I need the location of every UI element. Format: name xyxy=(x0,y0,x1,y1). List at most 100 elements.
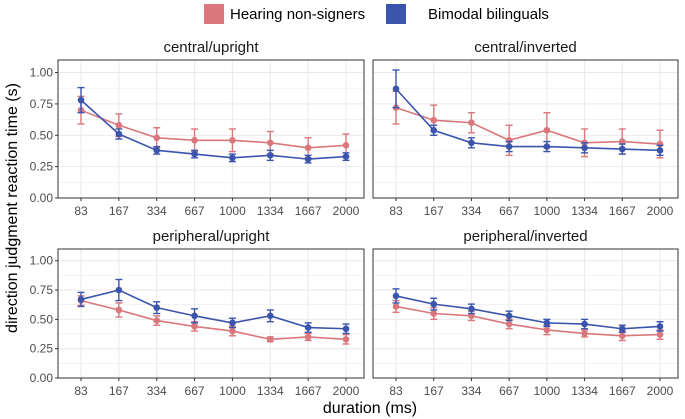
x-tick-label: 2000 xyxy=(333,384,360,398)
y-axis-title: direction judgment reaction time (s) xyxy=(4,83,21,333)
panels: central/upright 0.00 0.25 0.50 0.75 1.00 83 167… xyxy=(30,39,679,398)
data-point xyxy=(656,147,664,154)
data-point xyxy=(153,304,161,311)
x-tick-label: 667 xyxy=(185,384,205,398)
data-point xyxy=(191,312,198,320)
x-tick-label: 167 xyxy=(109,204,129,218)
legend-label-bimodal: Bimodal bilinguals xyxy=(428,6,549,23)
data-point xyxy=(342,142,350,149)
y-tick-label: 0.00 xyxy=(30,191,54,205)
data-point xyxy=(191,136,198,144)
data-point xyxy=(581,320,588,328)
data-point xyxy=(191,323,198,330)
x-tick-label: 334 xyxy=(461,204,481,218)
data-point xyxy=(153,147,161,154)
x-axis-title: duration (ms) xyxy=(323,400,417,417)
x-tick-label: 1000 xyxy=(534,204,561,218)
data-point xyxy=(153,317,161,324)
legend: Hearing non-signers Bimodal bilinguals xyxy=(204,4,549,24)
data-point xyxy=(468,305,475,313)
y-tick-label: 0.00 xyxy=(30,371,54,385)
x-tick-label: 1667 xyxy=(295,204,322,218)
data-point xyxy=(430,116,438,124)
data-point xyxy=(543,319,551,327)
x-tick-label: 1334 xyxy=(571,204,598,218)
series-bimodal xyxy=(77,86,350,164)
data-point xyxy=(304,144,312,152)
series-bimodal xyxy=(392,288,664,333)
x-tick-label: 1334 xyxy=(257,204,284,218)
data-point xyxy=(153,134,161,142)
legend-key-bimodal xyxy=(386,4,406,24)
x-tick-label: 334 xyxy=(147,204,167,218)
series-hearing xyxy=(77,95,350,159)
x-tick-label: 667 xyxy=(499,204,519,218)
data-point xyxy=(229,327,236,335)
data-point xyxy=(77,296,85,303)
x-tick-label: 1667 xyxy=(609,384,636,398)
data-point xyxy=(392,303,400,310)
x-tick-label: 667 xyxy=(499,384,519,398)
data-point xyxy=(618,325,626,333)
x-tick-label: 83 xyxy=(389,384,403,398)
data-point xyxy=(115,121,123,129)
data-point xyxy=(266,139,274,147)
data-point xyxy=(505,320,513,328)
x-tick-label: 83 xyxy=(389,204,403,218)
series-line xyxy=(395,305,661,337)
data-point xyxy=(77,96,85,104)
series-line xyxy=(80,99,347,160)
data-point xyxy=(191,150,198,158)
data-point xyxy=(618,138,626,145)
panel-title: peripheral/upright xyxy=(153,228,271,245)
data-point xyxy=(342,336,350,343)
data-point xyxy=(543,326,551,334)
x-tick-label: 2000 xyxy=(333,204,360,218)
panel-frame xyxy=(372,59,679,199)
panel-central-upright: central/upright 0.00 0.25 0.50 0.75 1.00 83 167… xyxy=(30,39,365,218)
y-tick-label: 0.50 xyxy=(30,312,54,326)
series-line xyxy=(80,109,347,149)
legend-key-hearing xyxy=(204,4,224,24)
x-tick-label: 334 xyxy=(147,384,167,398)
x-tick-label: 167 xyxy=(424,204,444,218)
y-tick-label: 1.00 xyxy=(30,254,54,268)
data-point xyxy=(304,155,312,163)
data-point xyxy=(392,85,400,93)
x-tick-label: 1667 xyxy=(609,204,636,218)
y-tick-label: 0.25 xyxy=(30,160,54,174)
x-tick-label: 1000 xyxy=(219,204,246,218)
series-line xyxy=(80,299,347,341)
y-tick-label: 0.25 xyxy=(30,342,54,356)
data-point xyxy=(543,143,551,150)
data-point xyxy=(656,331,664,338)
data-point xyxy=(618,145,626,153)
data-point xyxy=(505,312,513,320)
data-point xyxy=(342,153,350,160)
x-tick-label: 167 xyxy=(109,384,129,398)
y-tick-label: 1.00 xyxy=(30,66,54,80)
data-point xyxy=(229,136,236,144)
panel-peripheral-upright: peripheral/upright 0.00 0.25 0.50 0.75 1.00 83… xyxy=(30,228,365,398)
panel-peripheral-inverted: peripheral/inverted 83 167 334 667 1000 1334 16… xyxy=(372,228,679,398)
data-point xyxy=(618,332,626,340)
data-point xyxy=(430,300,438,308)
y-tick-label: 0.75 xyxy=(30,97,54,111)
data-point xyxy=(430,310,438,317)
panel-frame xyxy=(372,248,679,379)
data-point xyxy=(543,126,551,134)
panel-central-inverted: central/inverted 83 167 334 667 1000 1334 1667 2… xyxy=(372,39,679,218)
data-point xyxy=(430,126,438,134)
x-tick-label: 1000 xyxy=(219,384,246,398)
panel-title: peripheral/inverted xyxy=(463,228,587,245)
y-tick-label: 0.50 xyxy=(30,128,54,142)
panel-frame xyxy=(57,248,365,379)
series-bimodal xyxy=(392,69,664,157)
x-tick-label: 2000 xyxy=(647,384,674,398)
data-point xyxy=(581,144,588,152)
series-bimodal xyxy=(77,278,350,335)
data-point xyxy=(115,306,123,314)
data-point xyxy=(229,154,236,162)
data-point xyxy=(229,319,236,327)
data-point xyxy=(468,139,475,147)
